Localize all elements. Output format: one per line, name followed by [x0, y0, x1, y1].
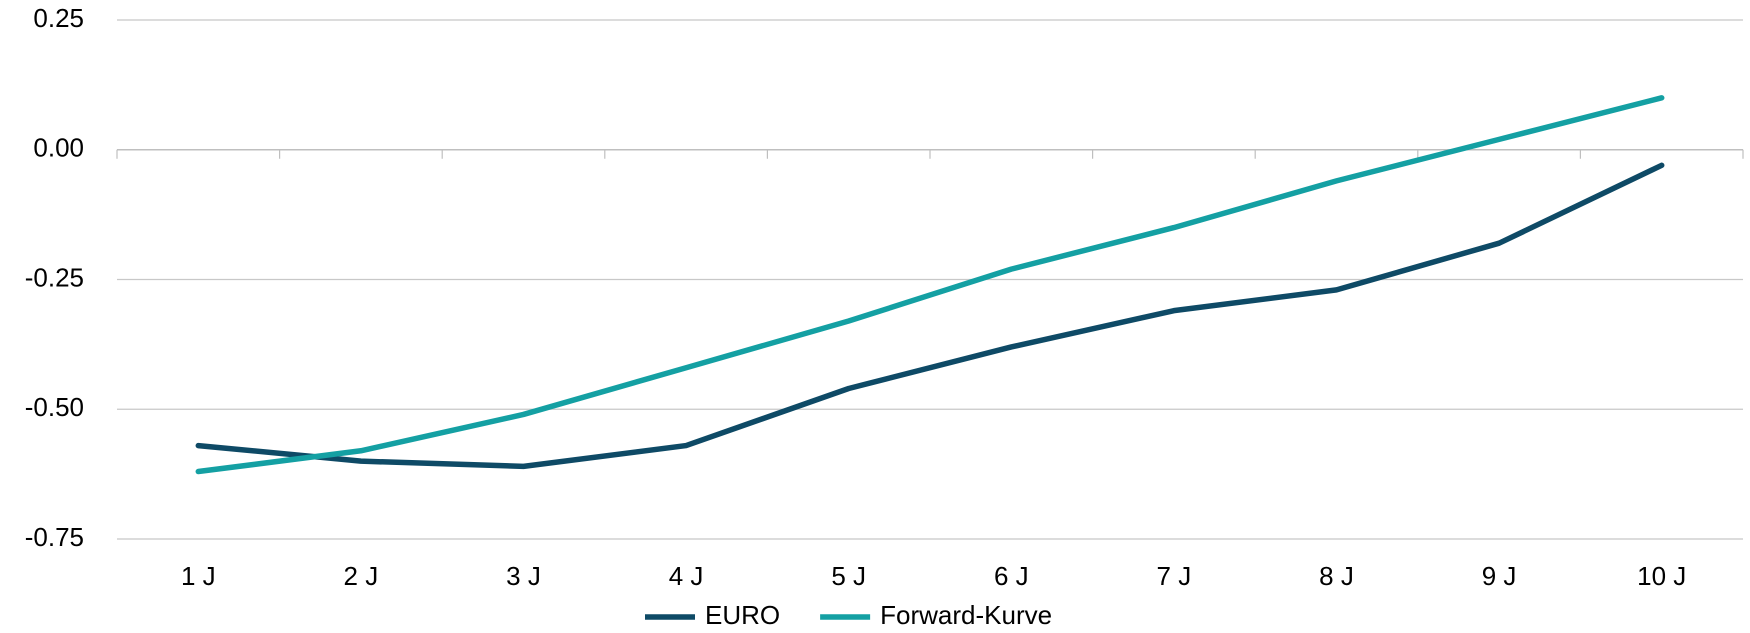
x-tick-label: 5 J — [831, 561, 866, 591]
legend-label: Forward-Kurve — [880, 600, 1052, 630]
y-tick-label: -0.25 — [25, 262, 84, 292]
y-tick-label: 0.25 — [33, 3, 84, 33]
y-tick-label: -0.75 — [25, 522, 84, 552]
x-tick-label: 8 J — [1319, 561, 1354, 591]
x-tick-label: 2 J — [344, 561, 379, 591]
x-tick-label: 10 J — [1637, 561, 1686, 591]
x-tick-label: 1 J — [181, 561, 216, 591]
x-tick-label: 7 J — [1157, 561, 1192, 591]
x-tick-label: 4 J — [669, 561, 704, 591]
x-tick-label: 9 J — [1482, 561, 1517, 591]
y-tick-label: 0.00 — [33, 133, 84, 163]
series-line — [195, 95, 1665, 475]
y-tick-label: -0.50 — [25, 392, 84, 422]
x-tick-label: 3 J — [506, 561, 541, 591]
x-tick-label: 6 J — [994, 561, 1029, 591]
series-line — [195, 162, 1665, 470]
legend-label: EURO — [705, 600, 780, 630]
